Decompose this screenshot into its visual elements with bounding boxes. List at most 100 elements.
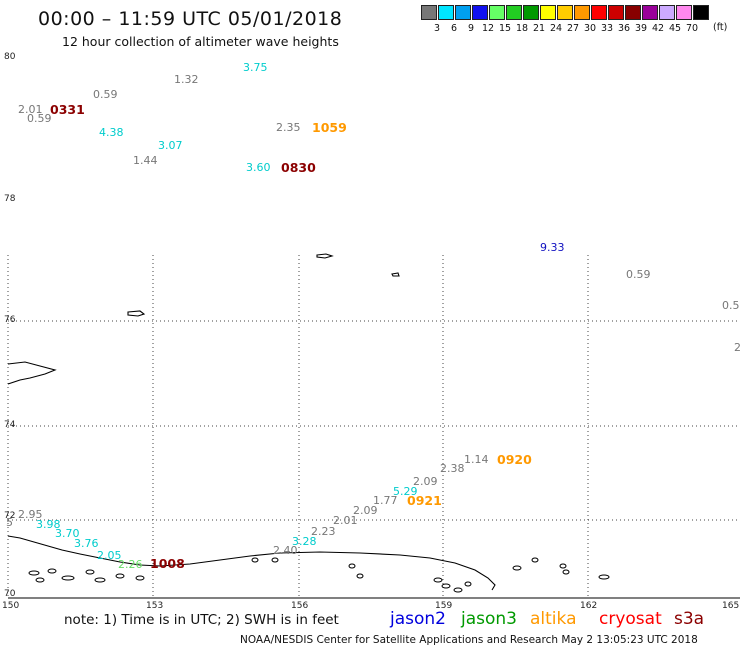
legend-label: 12 — [481, 23, 495, 34]
legend-swatch — [540, 5, 556, 20]
legend-swatch — [574, 5, 590, 20]
legend-label: 30 — [583, 23, 597, 34]
lon-label-156: 156 — [291, 601, 309, 611]
wave-height: 3.60 — [246, 161, 271, 174]
lon-label-165: 165 — [722, 601, 740, 611]
lat-label-74: 74 — [4, 420, 16, 430]
coast-alaska-north-slope — [7, 535, 496, 591]
wave-height: 3.28 — [292, 535, 317, 548]
legend-label: 15 — [498, 23, 512, 34]
pass-time: 1059 — [312, 120, 347, 135]
satellite-altika: altika — [530, 609, 577, 629]
legend-swatch — [472, 5, 488, 20]
legend-label: 42 — [651, 23, 665, 34]
lon-label-153: 153 — [146, 601, 164, 611]
legend-label: 3 — [433, 23, 441, 34]
island-north-2 — [391, 272, 400, 277]
pass-time: 0331 — [50, 102, 85, 117]
legend-swatch — [455, 5, 471, 20]
wave-height: 1.44 — [133, 154, 158, 167]
wave-height: 0.59 — [93, 88, 118, 101]
legend-swatch — [625, 5, 641, 20]
pass-time: 0921 — [407, 493, 442, 508]
coastal-islets — [28, 557, 610, 593]
wave-height: 1.14 — [464, 453, 489, 466]
wave-height: 0.59 — [27, 112, 52, 125]
lat-label-72: 72 — [4, 511, 16, 521]
legend-swatch — [676, 5, 692, 20]
legend-label: 24 — [549, 23, 563, 34]
legend-swatch — [421, 5, 437, 20]
legend-label: 39 — [634, 23, 648, 34]
legend-swatch — [557, 5, 573, 20]
wave-height: 2 — [734, 341, 740, 354]
wave-height: 2.26 — [118, 558, 143, 571]
coastline — [7, 253, 496, 591]
wave-height: 2.05 — [97, 549, 122, 562]
wave-height: 2.35 — [276, 121, 301, 134]
lat-label-80: 80 — [4, 52, 16, 62]
satellite-s3a: s3a — [674, 609, 705, 629]
lat-label-78: 78 — [4, 194, 16, 204]
lat-label-70: 70 — [4, 589, 16, 599]
legend-swatch — [438, 5, 454, 20]
legend-label: 9 — [467, 23, 475, 34]
wave-height: 3.07 — [158, 139, 183, 152]
wave-height: 5.29 — [393, 485, 418, 498]
wave-height: 4.38 — [99, 126, 124, 139]
wave-height: 2.23 — [311, 525, 336, 538]
wave-height: 2.40 — [273, 544, 298, 557]
legend-label: 33 — [600, 23, 614, 34]
lon-label-150: 150 — [2, 601, 20, 611]
legend-swatch — [608, 5, 624, 20]
wave-height: 2.09 — [353, 504, 378, 517]
island-north-1 — [316, 253, 334, 259]
wave-height: 0.5 — [722, 299, 740, 312]
credit-line: NOAA/NESDIS Center for Satellite Applica… — [240, 634, 698, 646]
satellite-cryosat: cryosat — [599, 609, 662, 629]
legend-label: 18 — [515, 23, 529, 34]
island-north-3 — [127, 310, 146, 317]
pass-time: 1008 — [150, 556, 185, 571]
wave-height: 3.76 — [74, 537, 99, 550]
wave-height: 2.01 — [333, 514, 358, 527]
legend-swatch — [659, 5, 675, 20]
wave-height: 3.98 — [36, 518, 61, 531]
satellite-jason3: jason3 — [461, 609, 517, 629]
legend-unit: (ft) — [713, 22, 728, 33]
footer-note: note: 1) Time is in UTC; 2) SWH is in fe… — [64, 612, 339, 628]
legend-swatch — [489, 5, 505, 20]
wave-height: 1.77 — [373, 494, 398, 507]
legend-label: 27 — [566, 23, 580, 34]
wave-height: 2.01 — [18, 103, 43, 116]
wave-height: 9.33 — [540, 241, 565, 254]
wave-height: 2.09 — [413, 475, 438, 488]
legend-label: 45 — [668, 23, 682, 34]
pass-time: 0830 — [281, 160, 316, 175]
lon-label-162: 162 — [580, 601, 598, 611]
wave-height: 2.95 — [18, 508, 43, 521]
wave-height: 0.59 — [626, 268, 651, 281]
wave-height: 1.32 — [174, 73, 199, 86]
legend-swatch — [642, 5, 658, 20]
wave-height: 2.38 — [440, 462, 465, 475]
graticule — [7, 255, 740, 598]
legend-swatch — [506, 5, 522, 20]
lat-label-76: 76 — [4, 315, 16, 325]
legend-swatch — [523, 5, 539, 20]
wave-height: 3.70 — [55, 527, 80, 540]
lon-label-159: 159 — [435, 601, 453, 611]
wave-height: 5 — [6, 516, 13, 529]
page-subtitle: 12 hour collection of altimeter wave hei… — [62, 34, 339, 49]
satellite-jason2: jason2 — [390, 609, 446, 629]
page-title: 00:00 – 11:59 UTC 05/01/2018 — [38, 8, 343, 30]
legend-swatch — [693, 5, 709, 20]
legend-label: 36 — [617, 23, 631, 34]
wave-height: 3.75 — [243, 61, 268, 74]
pass-time: 0920 — [497, 452, 532, 467]
coast-island-west — [7, 361, 57, 385]
legend-label: 70 — [685, 23, 699, 34]
legend-swatch — [591, 5, 607, 20]
legend-label: 6 — [450, 23, 458, 34]
